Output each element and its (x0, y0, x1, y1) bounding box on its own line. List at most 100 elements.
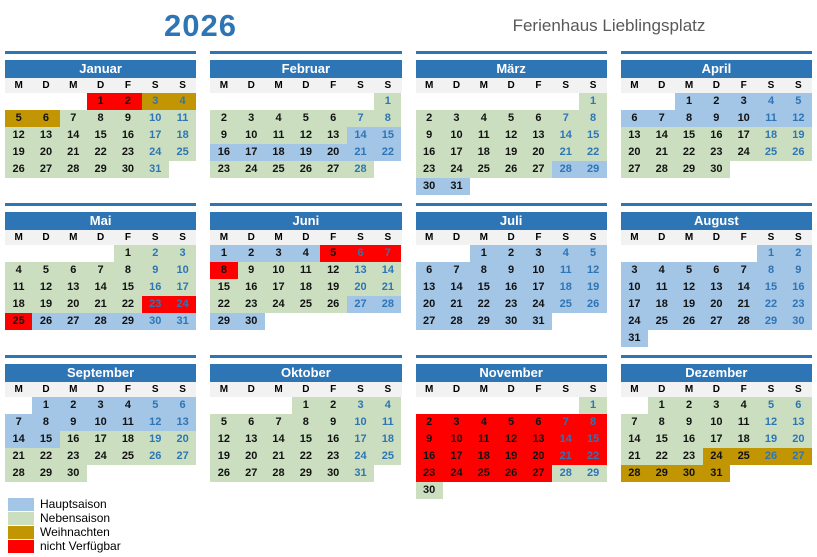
day-cell: 11 (114, 414, 142, 431)
day-cell: 10 (702, 414, 731, 431)
day-cell: 17 (346, 431, 375, 448)
day-cell: 23 (415, 161, 443, 178)
day-cell: 7 (5, 414, 33, 431)
day-cell: 5 (5, 110, 33, 127)
empty-cell (443, 93, 470, 110)
day-cell: 27 (702, 313, 731, 330)
day-cell: 29 (675, 161, 703, 178)
day-cell: 18 (374, 431, 402, 448)
day-cell: 8 (374, 110, 402, 127)
day-cell: 2 (675, 397, 703, 414)
day-cell: 25 (168, 144, 197, 161)
day-cell: 27 (346, 296, 375, 313)
empty-cell (32, 245, 59, 262)
month-topline (415, 51, 607, 54)
month-title: März (415, 60, 607, 78)
day-cell: 11 (470, 127, 498, 144)
day-cell: 19 (757, 431, 785, 448)
day-cell: 24 (86, 448, 115, 465)
day-cell: 10 (524, 262, 553, 279)
empty-cell (320, 93, 347, 110)
day-cell: 8 (757, 262, 785, 279)
month-juli: Juli M D M D F S S 1 2 3 4 5 6 7 8 9 10 11 12 13 14 15 16 17 18 19… (415, 203, 607, 355)
empty-cell (525, 397, 552, 414)
weekday-label: S (767, 384, 775, 395)
year-title: 2026 (164, 7, 237, 43)
day-cell: 21 (552, 144, 580, 161)
day-cell: 16 (497, 279, 525, 296)
day-cell: 19 (5, 144, 33, 161)
day-cell: 25 (648, 313, 676, 330)
day-cell: 22 (374, 144, 402, 161)
day-cell: 10 (730, 110, 758, 127)
weekday-label: D (712, 384, 720, 395)
day-cell: 22 (292, 448, 320, 465)
day-cell: 9 (702, 110, 731, 127)
weekday-label: S (589, 80, 597, 91)
day-cell: 26 (757, 448, 785, 465)
day-cell: 11 (5, 279, 33, 296)
day-cell: 14 (620, 431, 649, 448)
day-cell: 24 (141, 144, 169, 161)
day-cell: 26 (675, 313, 703, 330)
month-januar: Januar M D M D F S S 1 2 3 4 5 6 7 8 9 10 11 12 13 14 15 16 17 18… (5, 51, 197, 203)
day-cell: 9 (210, 127, 238, 144)
empty-cell (675, 245, 702, 262)
month-title: Juni (210, 212, 402, 230)
month-days: 1 2 3 4 5 6 7 8 9 10 11 12 13 14 15 16 17 18 19 20 21 22 23 24 2… (210, 93, 402, 178)
legend-swatch-weihnachten (8, 525, 34, 539)
day-cell: 6 (784, 397, 812, 414)
day-cell: 18 (114, 431, 142, 448)
day-cell: 5 (319, 245, 347, 262)
day-cell: 13 (59, 279, 87, 296)
day-cell: 28 (374, 296, 402, 313)
month-juni: Juni M D M D F S S 1 2 3 4 5 6 7 8 9 10 11 12 13 14 15 16 17 18 19… (210, 203, 402, 355)
empty-cell (238, 93, 265, 110)
day-cell: 16 (319, 431, 347, 448)
month-days: 1 2 3 4 5 6 7 8 9 10 11 12 13 14 15 16 17 18 19 20 21 22 23 24 2… (210, 397, 402, 482)
day-cell: 30 (141, 313, 169, 330)
day-cell: 11 (292, 262, 320, 279)
day-cell: 29 (32, 465, 60, 482)
day-cell: 11 (168, 110, 197, 127)
weekday-label: S (767, 80, 775, 91)
day-cell: 28 (552, 465, 580, 482)
day-cell: 4 (757, 93, 785, 110)
day-cell: 29 (210, 313, 238, 330)
day-cell: 28 (648, 161, 676, 178)
empty-cell (238, 397, 265, 414)
day-cell: 10 (442, 431, 471, 448)
day-cell: 23 (702, 144, 731, 161)
day-cell: 2 (497, 245, 525, 262)
day-cell: 25 (730, 448, 758, 465)
month-topline (620, 203, 812, 206)
day-cell: 11 (730, 414, 758, 431)
day-cell: 12 (497, 127, 525, 144)
day-cell: 23 (210, 161, 238, 178)
month-title: April (620, 60, 812, 78)
day-cell: 3 (620, 262, 649, 279)
day-cell: 27 (620, 161, 649, 178)
day-cell: 10 (264, 262, 293, 279)
day-cell: 5 (757, 397, 785, 414)
day-cell: 16 (415, 448, 443, 465)
day-cell: 12 (579, 262, 607, 279)
day-cell: 4 (264, 110, 293, 127)
day-cell: 6 (524, 414, 553, 431)
day-cell: 2 (319, 397, 347, 414)
day-cell: 2 (114, 93, 142, 110)
weekday-label: D (97, 80, 105, 91)
weekday-label: S (384, 384, 392, 395)
weekday-label: D (507, 384, 515, 395)
weekday-label: S (562, 384, 570, 395)
day-cell: 18 (757, 127, 785, 144)
day-cell: 26 (319, 296, 347, 313)
day-cell: 11 (470, 431, 498, 448)
day-cell: 7 (264, 414, 293, 431)
day-cell: 7 (374, 245, 402, 262)
weekday-label: M (69, 384, 78, 395)
day-cell: 3 (524, 245, 553, 262)
day-cell: 14 (442, 279, 471, 296)
day-cell: 30 (237, 313, 265, 330)
